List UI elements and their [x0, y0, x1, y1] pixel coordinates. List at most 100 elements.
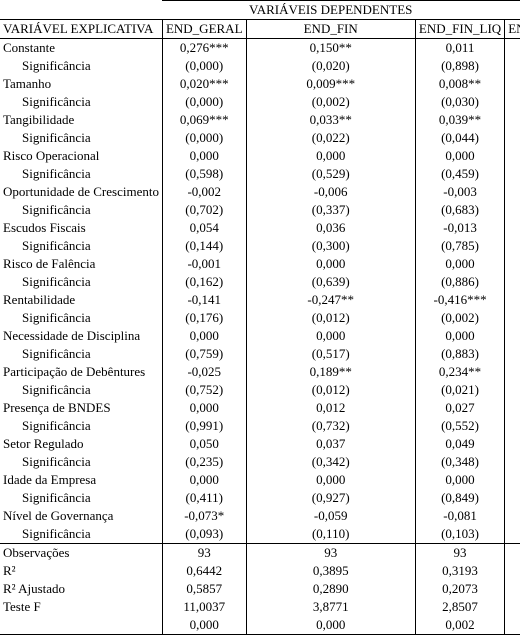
- sig-label: Significância: [0, 93, 162, 111]
- var-val: 0,069***: [162, 111, 246, 129]
- var-val: 0,009***: [246, 75, 415, 93]
- footer-val: 93: [415, 544, 504, 563]
- footer-val: 0,000: [246, 616, 415, 635]
- var-val: 0,150**: [246, 39, 415, 58]
- sig-val: (0,235): [162, 453, 246, 471]
- sig-row: Significância(0,093)(0,110)(0,103)(0,196…: [0, 525, 520, 544]
- var-val: -0,004: [505, 183, 520, 201]
- sig-val: (0,122): [505, 129, 520, 147]
- footer-row: Observações93939393: [0, 544, 520, 563]
- sig-val: (0,785): [415, 237, 504, 255]
- var-name: Tamanho: [0, 75, 162, 93]
- var-val: 0,054: [162, 219, 246, 237]
- footer-row: Teste F11,00373,87712,85074,6503: [0, 598, 520, 616]
- sig-val: (0,330): [505, 57, 520, 75]
- var-val: 0,039**: [415, 111, 504, 129]
- var-val: 0,059*: [505, 435, 520, 453]
- var-val: -0,416***: [415, 291, 504, 309]
- dep-vars-title-a: [162, 1, 246, 20]
- dep-vars-title-c: [415, 1, 504, 20]
- var-name: Constante: [0, 39, 162, 58]
- var-val: 0,000: [415, 327, 504, 345]
- sig-label: Significância: [0, 165, 162, 183]
- header-row-1: VARIÁVEIS DEPENDENTES: [0, 1, 520, 20]
- sig-val: (0,732): [246, 417, 415, 435]
- var-val: 0,011: [415, 39, 504, 58]
- footer-val: 0,2073: [415, 580, 504, 598]
- sig-val: (0,552): [415, 417, 504, 435]
- footer-val: 0,002: [415, 616, 504, 635]
- footer-val: 93: [246, 544, 415, 563]
- var-row: Presença de BNDES0,0000,0120,0270,026: [0, 399, 520, 417]
- footer-val: 0,6442: [162, 562, 246, 580]
- sig-val: (0,886): [415, 273, 504, 291]
- var-name: Tangibilidade: [0, 111, 162, 129]
- sig-val: (0,759): [162, 345, 246, 363]
- footer-val: 0,2890: [246, 580, 415, 598]
- sig-row: Significância(0,702)(0,337)(0,683)(0,389…: [0, 201, 520, 219]
- var-name: Necessidade de Disciplina: [0, 327, 162, 345]
- var-val: 0,017: [505, 111, 520, 129]
- sig-val: (0,021): [415, 381, 504, 399]
- sig-val: (0,411): [162, 489, 246, 507]
- sig-val: (0,342): [246, 453, 415, 471]
- var-val: 0,026: [505, 399, 520, 417]
- sig-val: (0,176): [162, 309, 246, 327]
- var-val: -0,073*: [162, 507, 246, 525]
- var-row: Tamanho0,020***0,009***0,008**0,007***: [0, 75, 520, 93]
- var-row: Idade da Empresa0,0000,0000,0000,000: [0, 471, 520, 489]
- sig-row: Significância(0,235)(0,342)(0,348)(0,051…: [0, 453, 520, 471]
- footer-val: 11,0037: [162, 598, 246, 616]
- var-val: -0,059: [246, 507, 415, 525]
- dep-col-1: END_FIN: [246, 20, 415, 39]
- sig-row: Significância(0,411)(0,927)(0,849)(0,828…: [0, 489, 520, 507]
- var-val: -0,141: [162, 291, 246, 309]
- var-val: 0,000: [505, 327, 520, 345]
- sig-row: Significância(0,176)(0,012)(0,002)(0,011…: [0, 309, 520, 327]
- footer-row: R² Ajustado0,58570,28900,20730,3403: [0, 580, 520, 598]
- var-val: -0,192**: [505, 291, 520, 309]
- footer-val: 0,4335: [505, 562, 520, 580]
- sig-val: (0,103): [415, 525, 504, 544]
- sig-val: (0,000): [162, 93, 246, 111]
- var-val: 0,008**: [415, 75, 504, 93]
- sig-val: (0,012): [246, 381, 415, 399]
- sig-val: (0,828): [505, 489, 520, 507]
- var-val: 0,000: [246, 471, 415, 489]
- sig-row: Significância(0,752)(0,012)(0,021)(0,000…: [0, 381, 520, 399]
- var-val: -0,006: [246, 183, 415, 201]
- var-val: 0,000: [415, 147, 504, 165]
- sig-val: (0,752): [162, 381, 246, 399]
- footer-val: 4,6503: [505, 598, 520, 616]
- sig-val: (0,162): [162, 273, 246, 291]
- sig-row: Significância(0,144)(0,300)(0,785)(0,396…: [0, 237, 520, 255]
- footer-name: R² Ajustado: [0, 580, 162, 598]
- sig-label: Significância: [0, 309, 162, 327]
- var-val: 0,234**: [415, 363, 504, 381]
- var-val: 0,007***: [505, 75, 520, 93]
- sig-val: (0,051): [505, 453, 520, 471]
- sig-val: (0,001): [505, 93, 520, 111]
- var-name: Risco de Falência: [0, 255, 162, 273]
- sig-row: Significância(0,000)(0,020)(0,898)(0,330…: [0, 57, 520, 75]
- var-val: 0,276***: [162, 39, 246, 58]
- var-name: Escudos Fiscais: [0, 219, 162, 237]
- sig-row: Significância(0,598)(0,529)(0,459)(0,441…: [0, 165, 520, 183]
- var-val: 0,000: [246, 255, 415, 273]
- var-val: 0,033**: [246, 111, 415, 129]
- sig-val: (0,000): [162, 129, 246, 147]
- var-row: Nível de Governança-0,073*-0,059-0,081-0…: [0, 507, 520, 525]
- header-row-2: VARIÁVEL EXPLICATIVA END_GERAL END_FIN E…: [0, 20, 520, 39]
- sig-row: Significância(0,000)(0,022)(0,044)(0,122…: [0, 129, 520, 147]
- sig-val: (0,144): [162, 237, 246, 255]
- footer-val: 2,8507: [415, 598, 504, 616]
- sig-label: Significância: [0, 489, 162, 507]
- sig-val: (0,093): [162, 525, 246, 544]
- footer-val: 0,000: [505, 616, 520, 635]
- sig-row: Significância(0,000)(0,002)(0,030)(0,001…: [0, 93, 520, 111]
- var-val: -0,003: [415, 183, 504, 201]
- sig-val: (0,883): [415, 345, 504, 363]
- sig-label: Significância: [0, 381, 162, 399]
- var-name: Risco Operacional: [0, 147, 162, 165]
- sig-val: (0,022): [246, 129, 415, 147]
